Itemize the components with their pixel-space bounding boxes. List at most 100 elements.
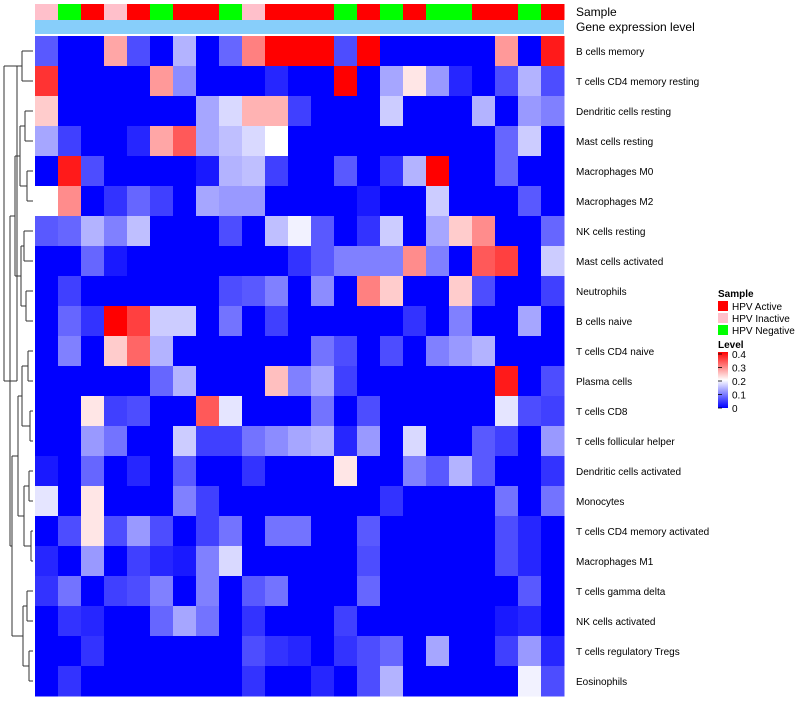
heatmap-cell (541, 636, 565, 667)
heatmap-cell (58, 486, 82, 517)
heatmap-cell (357, 186, 381, 217)
heatmap-cell (127, 156, 151, 187)
heatmap-cell (357, 606, 381, 637)
heatmap-cell (334, 666, 358, 697)
heatmap-cell (403, 516, 427, 547)
heatmap-cell (449, 396, 473, 427)
heatmap-cell (150, 246, 174, 277)
sample-annotation-cell (541, 4, 565, 20)
heatmap-cell (219, 96, 243, 127)
dendrogram-branches (3, 50, 33, 682)
heatmap-cell (380, 246, 404, 277)
heatmap-cell (518, 36, 542, 67)
heatmap-cell (426, 666, 450, 697)
heatmap-cell (242, 666, 266, 697)
heatmap-cell (127, 36, 151, 67)
sample-legend-label: HPV Active (732, 302, 782, 313)
heatmap-cell (104, 246, 128, 277)
sample-annotation-cell (127, 4, 151, 20)
heatmap-cell (357, 576, 381, 607)
heatmap-cell (104, 126, 128, 157)
heatmap-cell (35, 156, 59, 187)
heatmap-cell (104, 636, 128, 667)
heatmap-cell (150, 396, 174, 427)
heatmap-cell (173, 426, 197, 457)
heatmap-cell (380, 426, 404, 457)
heatmap-cell (288, 426, 312, 457)
row-label: T cells regulatory Tregs (576, 647, 680, 658)
heatmap-cell (426, 636, 450, 667)
heatmap-cell (449, 126, 473, 157)
heatmap-cell (242, 456, 266, 487)
heatmap-cell (81, 606, 105, 637)
sample-annotation-cell (426, 4, 450, 20)
sample-legend-label: HPV Negative (732, 326, 795, 337)
heatmap-cell (518, 186, 542, 217)
heatmap-cell (288, 276, 312, 307)
sample-annotation-cell (58, 4, 82, 20)
heatmap-cell (35, 636, 59, 667)
heatmap-cell (173, 246, 197, 277)
heatmap-cell (311, 576, 335, 607)
heatmap-cell (380, 456, 404, 487)
heatmap-cell (173, 336, 197, 367)
heatmap-cell (58, 36, 82, 67)
heatmap-cell (541, 156, 565, 187)
heatmap-cell (311, 126, 335, 157)
heatmap-cell (288, 156, 312, 187)
heatmap-cell (104, 606, 128, 637)
heatmap-cell (242, 546, 266, 577)
heatmap-cell (288, 516, 312, 547)
heatmap-cell (426, 96, 450, 127)
heatmap-cell (265, 246, 289, 277)
heatmap-cell (426, 246, 450, 277)
heatmap-cell (219, 516, 243, 547)
heatmap-cell (173, 486, 197, 517)
heatmap-cell (472, 636, 496, 667)
heatmap-cell (58, 456, 82, 487)
heatmap-cell (541, 486, 565, 517)
sample-annotation-cell (495, 4, 519, 20)
sample-annotation-cell (311, 4, 335, 20)
heatmap-cell (288, 456, 312, 487)
heatmap-cell (334, 546, 358, 577)
row-label: T cells gamma delta (576, 587, 666, 598)
heatmap-cell (35, 216, 59, 247)
heatmap-cell (541, 426, 565, 457)
heatmap-cell (150, 606, 174, 637)
heatmap-cell (541, 546, 565, 577)
heatmap-cell (518, 126, 542, 157)
heatmap-cell (58, 276, 82, 307)
row-label: Eosinophils (576, 677, 627, 688)
heatmap-cell (541, 666, 565, 697)
heatmap-cell (495, 396, 519, 427)
row-label: T cells follicular helper (576, 437, 675, 448)
heatmap-cell (242, 126, 266, 157)
heatmap-cell (541, 366, 565, 397)
heatmap-cell (380, 486, 404, 517)
heatmap-cell (104, 36, 128, 67)
heatmap-cell (311, 36, 335, 67)
heatmap-cell (150, 546, 174, 577)
heatmap-cell (150, 36, 174, 67)
heatmap-cell (380, 156, 404, 187)
heatmap-cell (219, 216, 243, 247)
heatmap-cell (81, 546, 105, 577)
heatmap-cell (380, 66, 404, 97)
heatmap-cell (334, 96, 358, 127)
heatmap-cell (150, 276, 174, 307)
heatmap-cell (334, 366, 358, 397)
heatmap-cell (518, 66, 542, 97)
heatmap-cell (472, 126, 496, 157)
heatmap-cell (541, 336, 565, 367)
heatmap-cell (81, 366, 105, 397)
heatmap-cell (357, 336, 381, 367)
heatmap-cell (288, 636, 312, 667)
heatmap-cell (127, 216, 151, 247)
heatmap-cell (541, 96, 565, 127)
heatmap-cell (403, 306, 427, 337)
heatmap-cell (311, 456, 335, 487)
heatmap-cell (472, 216, 496, 247)
heatmap-cell (81, 36, 105, 67)
